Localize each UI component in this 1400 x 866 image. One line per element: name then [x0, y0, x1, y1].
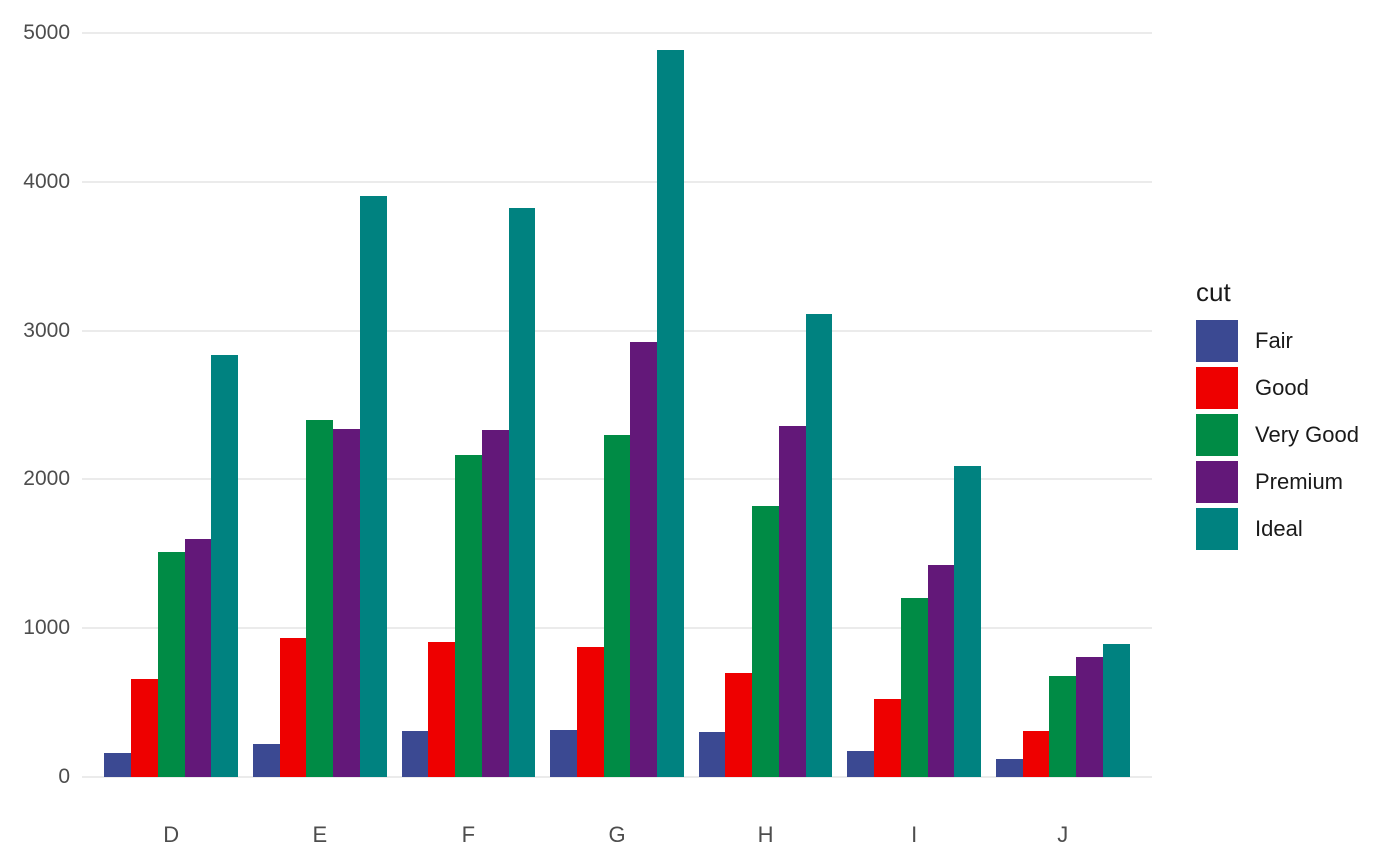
- legend-label-good: Good: [1255, 375, 1309, 400]
- legend-title: cut: [1196, 277, 1231, 307]
- bar-G-good: [576, 647, 604, 777]
- bar-I-fair: [847, 751, 875, 777]
- gridline-y-4000: [82, 180, 1152, 183]
- x-tick-label-G: G: [608, 822, 626, 847]
- bar-D-fair: [104, 752, 132, 777]
- bar-E-very-good: [306, 419, 334, 777]
- x-tick-label-I: I: [911, 822, 918, 847]
- legend-swatch-premium: [1196, 461, 1238, 503]
- bar-I-good: [874, 699, 901, 777]
- bar-G-premium: [630, 341, 658, 777]
- bar-H-premium: [778, 425, 806, 777]
- bar-G-ideal: [657, 50, 684, 777]
- x-tick-label-H: H: [757, 822, 774, 847]
- x-tick-label-E: E: [312, 822, 328, 847]
- legend: cut Fair Good Very Good Premium Ideal: [1196, 276, 1359, 555]
- bar-H-very-good: [752, 505, 779, 777]
- bar-J-premium: [1076, 656, 1103, 777]
- legend-item-ideal: Ideal: [1196, 508, 1359, 550]
- x-tick-label-D: D: [163, 822, 180, 847]
- bar-H-ideal: [805, 313, 833, 777]
- bar-F-good: [428, 641, 455, 777]
- y-tick-label-3000: 3000: [23, 318, 70, 342]
- legend-label-ideal: Ideal: [1255, 516, 1303, 541]
- y-tick-label-5000: 5000: [23, 21, 70, 44]
- legend-item-fair: Fair: [1196, 320, 1359, 362]
- gridline-y-5000: [82, 32, 1152, 34]
- bar-E-ideal: [359, 196, 387, 777]
- bar-D-premium: [184, 538, 212, 777]
- bar-I-premium: [927, 564, 955, 777]
- legend-label-fair: Fair: [1255, 328, 1293, 353]
- bar-D-good: [131, 678, 158, 777]
- gridline-y-0: [82, 776, 1152, 778]
- bar-J-ideal: [1102, 643, 1130, 777]
- bar-G-very-good: [603, 434, 631, 777]
- y-tick-label-4000: 4000: [23, 169, 70, 193]
- x-tick-label-J: J: [1057, 822, 1069, 847]
- legend-swatch-fair: [1196, 320, 1238, 362]
- legend-swatch-good: [1196, 367, 1238, 409]
- bar-F-ideal: [508, 207, 536, 777]
- bar-E-good: [279, 638, 307, 777]
- bar-D-ideal: [211, 355, 239, 777]
- bar-G-fair: [550, 730, 577, 777]
- legend-items: Fair Good Very Good Premium Ideal: [1196, 320, 1359, 550]
- legend-item-premium: Premium: [1196, 461, 1359, 503]
- bar-F-premium: [481, 430, 509, 777]
- bar-F-very-good: [455, 455, 482, 777]
- bar-I-ideal: [954, 465, 982, 777]
- y-tick-label-1000: 1000: [23, 616, 70, 640]
- bar-J-good: [1022, 731, 1050, 777]
- legend-swatch-very-good: [1196, 414, 1238, 456]
- legend-item-very-good: Very Good: [1196, 414, 1359, 456]
- bar-D-very-good: [157, 551, 185, 777]
- bar-J-fair: [995, 759, 1023, 777]
- gridline-y-3000: [82, 329, 1152, 332]
- legend-label-very-good: Very Good: [1255, 422, 1359, 447]
- bar-J-very-good: [1049, 676, 1077, 777]
- legend-item-good: Good: [1196, 367, 1359, 409]
- y-tick-label-0: 0: [58, 765, 70, 788]
- bar-H-good: [725, 672, 753, 777]
- bar-H-fair: [698, 731, 726, 777]
- legend-swatch-ideal: [1196, 508, 1238, 550]
- x-tick-label-F: F: [461, 822, 476, 847]
- bar-F-fair: [401, 730, 429, 777]
- bar-I-very-good: [900, 597, 928, 777]
- y-tick-label-2000: 2000: [23, 467, 70, 491]
- bar-E-fair: [252, 743, 280, 777]
- bar-E-premium: [333, 429, 360, 777]
- legend-label-premium: Premium: [1255, 469, 1344, 494]
